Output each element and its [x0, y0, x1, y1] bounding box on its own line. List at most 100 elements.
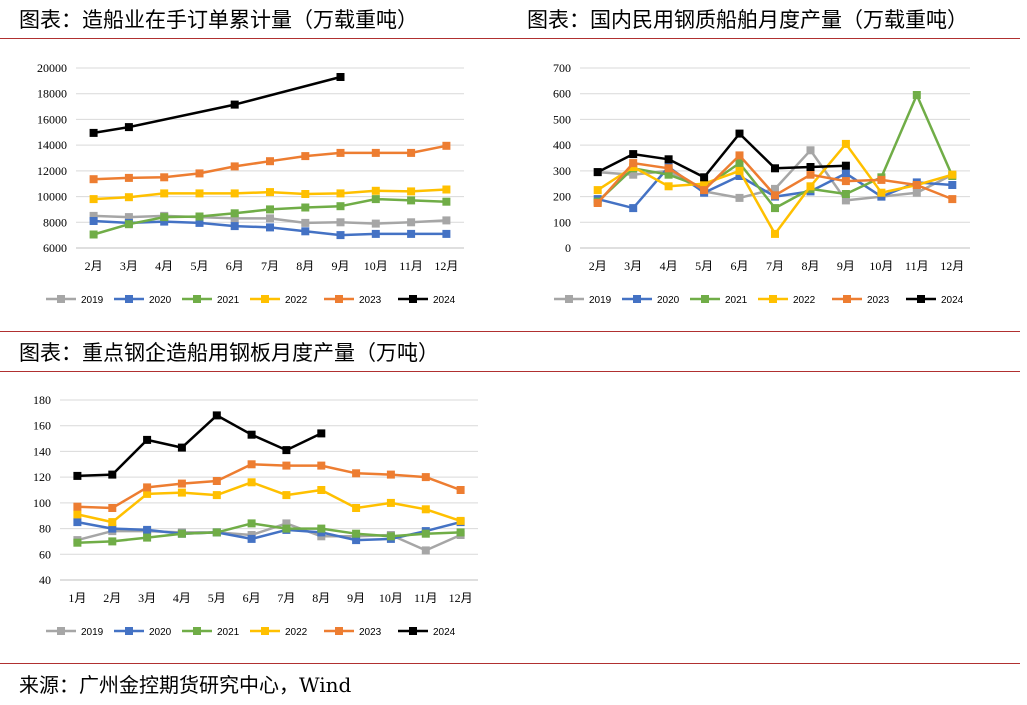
chart-3-point-2019	[421, 546, 430, 555]
chart-1-point-2022	[407, 187, 416, 196]
chart-1-point-2020	[160, 217, 169, 226]
legend-label: 2021	[217, 627, 240, 638]
chart-2-x-tick-label: 11月	[905, 259, 929, 273]
chart-1-title: 图表：造船业在手订单累计量（万载重吨）	[19, 8, 418, 32]
chart-3-x-tick-label: 10月	[379, 591, 403, 605]
chart-1-point-2020	[442, 229, 451, 238]
chart-1-x-tick-label: 10月	[364, 259, 388, 273]
chart-2-point-2023	[841, 177, 850, 186]
chart-2-title: 图表：国内民用钢质船舶月度产量（万载重吨）	[527, 8, 968, 32]
chart-3-point-2023	[282, 461, 291, 470]
chart-2-y-tick-label: 300	[553, 164, 571, 178]
chart-2-point-2020	[841, 169, 850, 178]
chart-3-point-2023	[456, 486, 465, 494]
chart-3-y-tick-label: 160	[33, 419, 51, 433]
chart-3-point-2021	[108, 537, 117, 546]
chart-1-point-2024	[230, 100, 239, 109]
chart-1-point-2021	[336, 202, 345, 211]
legend-swatch-marker	[125, 295, 133, 303]
chart-1-point-2022	[442, 185, 451, 194]
chart-3-point-2022	[386, 498, 395, 507]
chart-2-y-tick-label: 200	[553, 190, 571, 204]
chart-3-point-2022	[456, 516, 465, 525]
chart-2-point-2019	[735, 193, 744, 202]
legend-label: 2020	[149, 295, 172, 306]
chart-2-point-2020	[629, 204, 638, 213]
chart-3-point-2020	[352, 536, 361, 545]
chart-3-point-2023	[352, 469, 361, 478]
chart-1-point-2023	[160, 173, 169, 182]
chart-2-legend-2021: 2021	[690, 295, 748, 306]
chart-3-point-2023	[143, 483, 152, 492]
chart-2-point-2023	[664, 164, 673, 173]
chart-3-point-2021	[177, 529, 186, 538]
chart-2-point-2024	[806, 163, 815, 171]
chart-3-point-2022	[421, 505, 430, 514]
chart-3-line-2022	[77, 481, 461, 524]
chart-1-point-2021	[89, 230, 98, 239]
chart-1-point-2019	[336, 218, 345, 227]
chart-3-y-tick-label: 140	[33, 444, 51, 458]
chart-3-x-tick-label: 6月	[243, 591, 261, 605]
chart-3-point-2024	[177, 443, 186, 452]
chart-3-x-tick-label: 7月	[277, 591, 295, 605]
chart-3-line-2023	[77, 463, 462, 510]
chart-3-x-tick-label: 12月	[449, 591, 473, 605]
chart-2-point-2019	[629, 170, 638, 179]
chart-2-x-tick-label: 8月	[801, 259, 819, 273]
chart-3-point-2022	[73, 510, 82, 519]
chart-1-y-tick-label: 6000	[43, 241, 67, 255]
chart-1-point-2022	[336, 189, 345, 198]
chart-3-x-tick-label: 8月	[312, 591, 330, 605]
chart-1-point-2020	[336, 231, 345, 240]
chart-1-x-tick-label: 9月	[332, 259, 350, 273]
chart-3-legend-2024: 2024	[398, 627, 456, 638]
legend-label: 2024	[433, 627, 456, 638]
chart-2-point-2019	[771, 184, 779, 193]
chart-3-legend-2023: 2023	[324, 627, 382, 638]
chart-3-legend-2021: 2021	[182, 627, 240, 638]
chart-1-point-2020	[195, 218, 204, 227]
chart-1-point-2023	[266, 157, 274, 166]
chart-2-series-2024	[593, 129, 850, 182]
chart-3-point-2024	[317, 429, 326, 438]
chart-1-panel: 6000 8000 10000 12000 14000 16000 18000 20000 2月…	[34, 52, 496, 320]
chart-2-line-2024	[597, 132, 846, 179]
legend-swatch-marker	[57, 627, 65, 635]
chart-3-series-2021	[73, 519, 465, 547]
chart-1-y-tick-label: 16000	[37, 112, 67, 126]
chart-1-y-tick-label: 20000	[37, 61, 67, 75]
chart-1-point-2023	[230, 162, 239, 171]
chart-2-point-2023	[629, 159, 638, 168]
chart-1-legend-2019: 2019	[46, 295, 104, 306]
chart-3-point-2022	[177, 488, 186, 497]
chart-3-point-2023	[317, 461, 326, 470]
chart-1-point-2020	[371, 229, 380, 238]
chart-3-point-2021	[212, 528, 221, 537]
legend-swatch-marker	[193, 295, 201, 303]
chart-1-point-2024	[89, 128, 98, 137]
legend-label: 2021	[217, 295, 240, 306]
chart-3-y-tick-label: 120	[33, 470, 51, 484]
chart-3-series-2019	[73, 519, 465, 555]
chart-3-point-2020	[143, 525, 152, 534]
chart-3-panel: 40 60 80 100 120 140 160 180 1月 2月 3月 4月 5月 6月 7月 8月 9月 1…	[22, 383, 484, 651]
chart-3-point-2022	[247, 478, 256, 487]
chart-2-point-2023	[948, 195, 957, 204]
chart-3-y-tick-label: 80	[39, 522, 51, 536]
chart-3-point-2023	[73, 502, 82, 511]
chart-2-point-2024	[841, 161, 850, 170]
chart-2-point-2022	[806, 182, 815, 191]
chart-2-x-tick-label: 6月	[731, 259, 749, 273]
chart-2-x-tick-label: 4月	[660, 259, 678, 273]
legend-swatch-marker	[701, 295, 709, 303]
legend-swatch-marker	[633, 295, 641, 303]
chart-2-point-2023	[806, 170, 815, 179]
header-rule-top	[0, 38, 1020, 39]
chart-1-point-2022	[371, 186, 380, 195]
chart-2-legend-2023: 2023	[832, 295, 890, 306]
chart-1-point-2023	[371, 148, 380, 157]
chart-3-point-2021	[317, 524, 326, 533]
chart-1-point-2021	[160, 213, 169, 222]
source-note: 来源：广州金控期货研究中心，Wind	[19, 673, 352, 697]
